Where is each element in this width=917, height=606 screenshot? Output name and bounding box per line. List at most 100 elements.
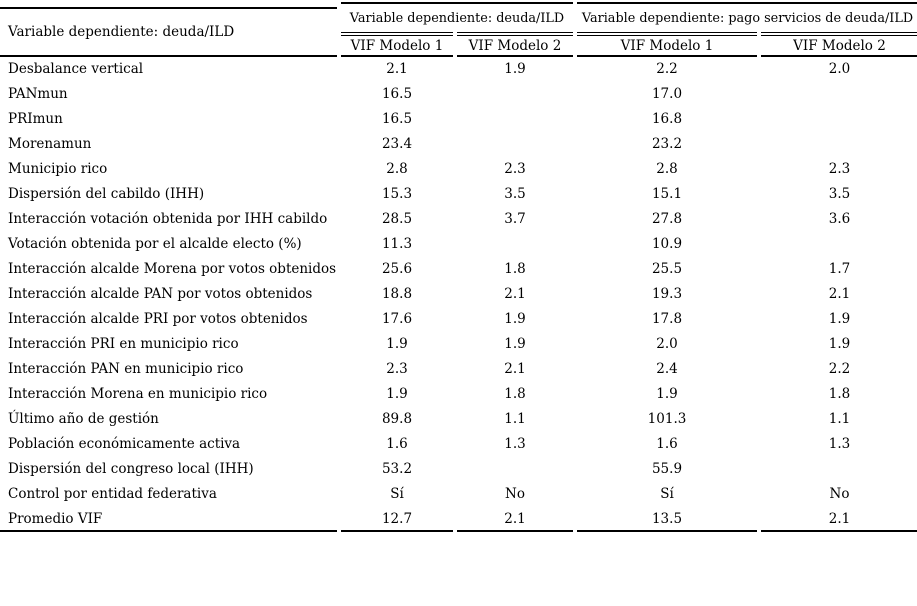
group-header-pago-servicios: Variable dependiente: pago servicios de … (577, 2, 917, 32)
vif-value: 1.8 (504, 386, 526, 402)
vif-value: 1.9 (656, 386, 678, 402)
vif-value: 1.9 (386, 336, 408, 352)
row-label: Interacción PRI en municipio rico (8, 336, 239, 352)
row-label: Interacción PAN en municipio rico (8, 361, 244, 377)
vif-value: 55.9 (651, 461, 683, 477)
vif-value: 25.5 (651, 261, 683, 277)
vif-value: 25.6 (381, 261, 413, 277)
vif-value (761, 132, 917, 157)
vif-value: 15.3 (381, 186, 413, 202)
row-label: PRImun (8, 111, 63, 127)
vif-value: 1.6 (386, 436, 408, 452)
vif-value: 17.6 (381, 311, 413, 327)
vif-value: 16.5 (381, 86, 413, 102)
vif-value: 1.1 (828, 411, 851, 427)
vif-value: 2.2 (828, 361, 851, 377)
vif-value: 19.3 (651, 286, 683, 302)
vif-value: 2.2 (656, 61, 678, 77)
vif-value: 11.3 (381, 236, 413, 252)
column-header-vif-modelo-1-deuda: VIF Modelo 1 (341, 32, 453, 57)
vif-value: 2.3 (386, 361, 408, 377)
row-label: Interacción alcalde PAN por votos obteni… (8, 286, 313, 302)
vif-value: 2.8 (656, 161, 678, 177)
vif-value (761, 107, 917, 132)
vif-value: 10.9 (651, 236, 683, 252)
vif-value: 1.9 (504, 336, 526, 352)
row-label: Morenamun (8, 136, 92, 152)
row-label: Promedio VIF (0, 507, 337, 532)
vif-value: 16.5 (381, 111, 413, 127)
vif-value: 2.3 (828, 161, 851, 177)
row-label: Municipio rico (8, 161, 108, 177)
vif-value: 3.5 (828, 186, 851, 202)
row-label: Interacción alcalde Morena por votos obt… (8, 261, 337, 277)
vif-value: 27.8 (651, 211, 683, 227)
row-label: Interacción Morena en municipio rico (8, 386, 268, 402)
vif-value (457, 232, 573, 257)
vif-value (761, 232, 917, 257)
group-header-deuda-ild: Variable dependiente: deuda/ILD (341, 2, 573, 32)
vif-value (457, 132, 573, 157)
vif-value: 16.8 (651, 111, 683, 127)
vif-value: 1.9 (504, 61, 526, 77)
vif-value: No (829, 486, 850, 502)
vif-value: 2.1 (504, 286, 526, 302)
vif-value: No (505, 486, 525, 502)
vif-value: 53.2 (381, 461, 413, 477)
vif-value: 2.1 (386, 61, 408, 77)
row-label: Población económicamente activa (8, 436, 241, 452)
stub-header-cell: Variable dependiente: deuda/ILD (0, 7, 337, 57)
vif-value: 1.3 (504, 436, 526, 452)
vif-value: 2.1 (457, 507, 573, 532)
vif-value (457, 107, 573, 132)
vif-value: 17.8 (651, 311, 683, 327)
vif-value: 28.5 (381, 211, 413, 227)
vif-value: 1.9 (828, 311, 851, 327)
vif-value: 2.1 (761, 507, 917, 532)
vif-value: 2.4 (656, 361, 678, 377)
vif-value: 1.9 (386, 386, 408, 402)
column-header-vif-modelo-1-pago: VIF Modelo 1 (577, 32, 757, 57)
vif-value (761, 82, 917, 107)
vif-value: 1.8 (504, 261, 526, 277)
vif-value: 1.1 (504, 411, 526, 427)
vif-value (457, 82, 573, 107)
row-label: Interacción votación obtenida por IHH ca… (8, 211, 328, 227)
vif-value: 1.8 (828, 386, 851, 402)
vif-table: Variable dependiente: deuda/ILD Variable… (0, 2, 917, 532)
stub-header-text: Variable dependiente: deuda/ILD (8, 24, 235, 40)
vif-value: Sí (390, 486, 404, 502)
vif-value: 1.7 (828, 261, 851, 277)
row-label: PANmun (8, 86, 68, 102)
vif-value: 101.3 (647, 411, 687, 427)
vif-value: 2.0 (828, 61, 851, 77)
vif-value: 2.8 (386, 161, 408, 177)
row-label: Último año de gestión (8, 411, 159, 427)
vif-value: 2.0 (656, 336, 678, 352)
row-label: Desbalance vertical (8, 61, 144, 77)
row-label: Dispersión del congreso local (IHH) (8, 461, 254, 477)
vif-value: 1.3 (828, 436, 851, 452)
vif-value: 23.2 (651, 136, 683, 152)
vif-value: 1.9 (828, 336, 851, 352)
row-label: Control por entidad federativa (8, 486, 217, 502)
row-label: Votación obtenida por el alcalde electo … (8, 236, 302, 252)
column-header-vif-modelo-2-deuda: VIF Modelo 2 (457, 32, 573, 57)
vif-value: 15.1 (651, 186, 683, 202)
column-header-vif-modelo-2-pago: VIF Modelo 2 (761, 32, 917, 57)
vif-value: 3.5 (504, 186, 526, 202)
vif-value (761, 457, 917, 482)
vif-value: 12.7 (341, 507, 453, 532)
vif-value: Sí (660, 486, 674, 502)
vif-value: 18.8 (381, 286, 413, 302)
vif-value: 23.4 (381, 136, 413, 152)
vif-value: 13.5 (577, 507, 757, 532)
vif-value: 3.7 (504, 211, 526, 227)
row-label: Dispersión del cabildo (IHH) (8, 186, 205, 202)
vif-value: 3.6 (828, 211, 851, 227)
vif-value: 2.1 (504, 361, 526, 377)
vif-value: 2.1 (828, 286, 851, 302)
vif-value (457, 457, 573, 482)
vif-value: 1.9 (504, 311, 526, 327)
vif-value: 89.8 (381, 411, 413, 427)
